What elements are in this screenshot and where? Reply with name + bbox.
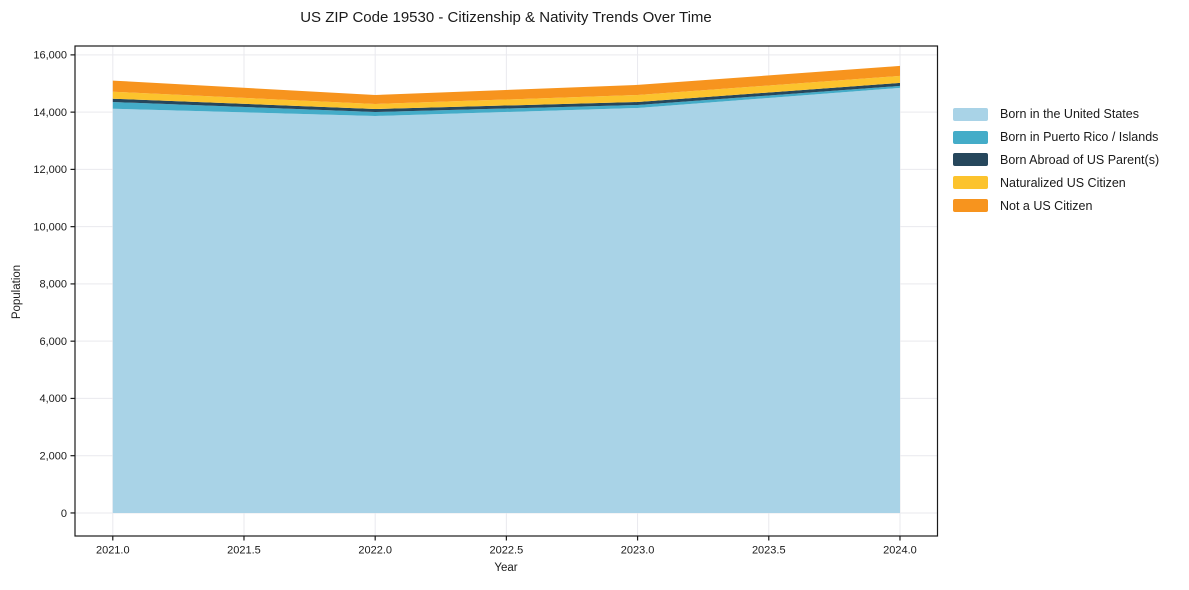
- legend-item-not-citizen: Not a US Citizen: [953, 194, 1159, 217]
- y-tick-label: 14,000: [33, 107, 67, 119]
- legend-label: Not a US Citizen: [1000, 198, 1093, 213]
- area-born-abroad-of-us-parent-s-: [112, 82, 901, 112]
- x-tick-label: 2023.0: [621, 545, 655, 557]
- y-tick-label: 2,000: [39, 450, 67, 462]
- legend-label: Born Abroad of US Parent(s): [1000, 152, 1160, 167]
- legend-label: Born in the United States: [1000, 107, 1139, 122]
- area-born-in-puerto-rico-islands: [112, 85, 901, 116]
- legend-label: Naturalized US Citizen: [1000, 175, 1126, 190]
- area-not-a-us-citizen: [112, 65, 901, 104]
- legend: Born in the United States Born in Puerto…: [953, 103, 1159, 217]
- area-naturalized-us-citizen: [112, 75, 901, 109]
- chart-title: US ZIP Code 19530 - Citizenship & Nativi…: [300, 9, 712, 26]
- legend-swatch: [953, 107, 988, 121]
- x-tick-label: 2021.5: [227, 545, 261, 557]
- y-axis-label: Population: [11, 264, 23, 320]
- y-tick-label: 6,000: [39, 336, 67, 348]
- legend-item-born-us: Born in the United States: [953, 103, 1159, 126]
- legend-item-born-abroad: Born Abroad of US Parent(s): [953, 149, 1159, 172]
- legend-swatch: [953, 176, 988, 190]
- legend-label: Born in Puerto Rico / Islands: [1000, 130, 1159, 145]
- legend-swatch: [953, 130, 988, 144]
- x-axis-label: Year: [494, 562, 518, 574]
- x-tick-label: 2022.0: [358, 545, 392, 557]
- legend-item-puerto-rico: Born in Puerto Rico / Islands: [953, 126, 1159, 149]
- x-tick-label: 2023.5: [752, 545, 786, 557]
- legend-item-naturalized: Naturalized US Citizen: [953, 171, 1159, 194]
- y-tick-label: 4,000: [39, 393, 67, 405]
- x-tick-label: 2024.0: [883, 545, 917, 557]
- x-tick-label: 2021.0: [96, 545, 130, 557]
- y-tick-label: 8,000: [39, 279, 67, 291]
- x-tick-label: 2022.5: [490, 545, 524, 557]
- y-tick-label: 0: [61, 508, 67, 520]
- legend-swatch: [953, 199, 988, 213]
- y-tick-label: 12,000: [33, 164, 67, 176]
- legend-swatch: [953, 153, 988, 167]
- y-tick-label: 10,000: [33, 221, 67, 233]
- y-tick-label: 16,000: [33, 50, 67, 62]
- area-born-in-the-united-states: [112, 87, 901, 514]
